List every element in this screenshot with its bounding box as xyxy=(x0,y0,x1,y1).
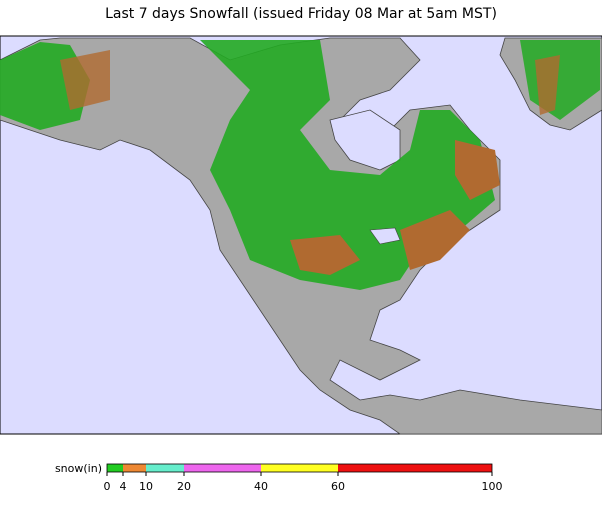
legend-segment xyxy=(146,464,184,472)
legend-tick-label: 4 xyxy=(120,480,127,493)
legend-tick-label: 10 xyxy=(139,480,153,493)
legend-tick-label: 60 xyxy=(331,480,345,493)
legend-tick-label: 0 xyxy=(104,480,111,493)
legend-tick-label: 20 xyxy=(177,480,191,493)
legend-tick-label: 100 xyxy=(482,480,503,493)
legend-tick-label: 40 xyxy=(254,480,268,493)
snow-labrador-heavy xyxy=(455,140,500,200)
legend-segment xyxy=(107,464,123,472)
legend-segment xyxy=(261,464,338,472)
snow-greenland-heavy xyxy=(535,55,560,115)
legend-segment xyxy=(184,464,261,472)
snow-alaska-heavy xyxy=(60,50,110,110)
legend-segment xyxy=(338,464,492,472)
legend: snow(in) 0 4 10 20 40 60 100 xyxy=(55,462,503,493)
map-area xyxy=(0,35,602,435)
legend-border xyxy=(106,463,493,473)
hudson-bay xyxy=(329,109,401,171)
snow-northeast-heavy xyxy=(400,210,470,270)
legend-segment xyxy=(123,464,146,472)
map-title: Last 7 days Snowfall (issued Friday 08 M… xyxy=(105,6,497,22)
great-lakes xyxy=(369,227,401,245)
legend-label: snow(in) xyxy=(55,462,102,475)
snow-plains-heavy xyxy=(290,235,360,275)
